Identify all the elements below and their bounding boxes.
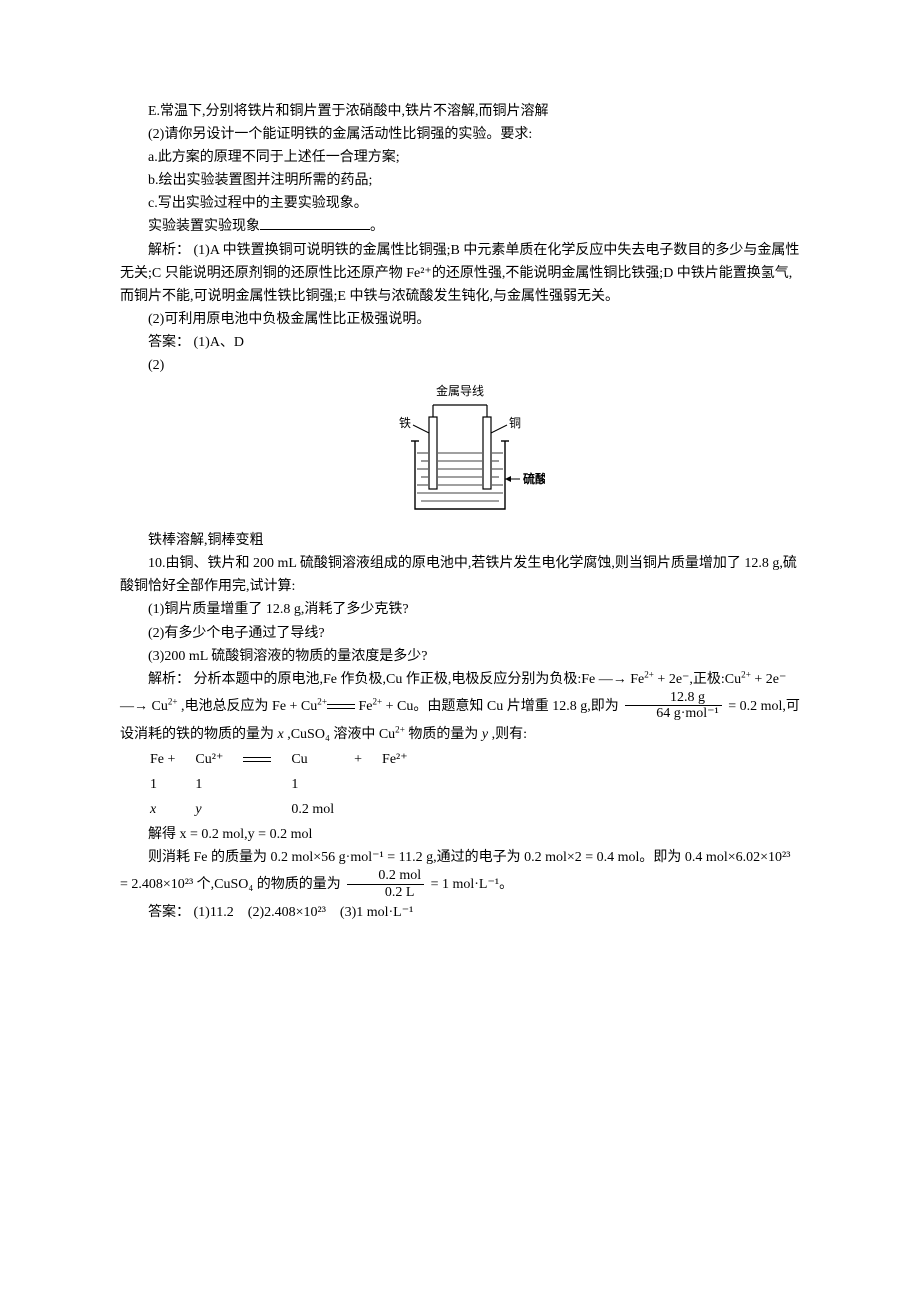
a2p5: Fe	[358, 699, 372, 714]
analysis-1-line2: (2)可利用原电池中负极金属性比正极强说明。	[120, 308, 800, 331]
requirement-b: b.绘出实验装置图并注明所需的药品;	[120, 169, 800, 192]
analysis-1-text: (1)A 中铁置换铜可说明铁的金属性比铜强;B 中元素单质在化学反应中失去电子数…	[120, 243, 799, 304]
galvanic-cell-diagram: 金属导线 铁 铜	[375, 383, 545, 523]
frac-den-2: 0.2 L	[347, 885, 424, 900]
mass-line: 则消耗 Fe 的质量为 0.2 mol×56 g·mol⁻¹ = 11.2 g,…	[120, 846, 800, 901]
cell: Fe +	[150, 748, 193, 771]
frac-num-2: 0.2 mol	[347, 868, 424, 884]
answer-1: 答案： (1)A、D	[120, 331, 800, 354]
equals-arrow-icon	[243, 757, 271, 762]
fraction-mass-molar: 12.8 g 64 g·mol⁻¹	[625, 690, 722, 722]
analysis-2-body: 分析本题中的原电池,Fe 作负极,Cu 作正极,电极反应分别为负极:Fe —→ …	[120, 672, 800, 742]
answer-1-text: (1)A、D	[194, 335, 245, 350]
analysis-2: 解析： 分析本题中的原电池,Fe 作负极,Cu 作正极,电极反应分别为负极:Fe…	[120, 668, 800, 746]
a2p6: + Cu。由题意知 Cu 片增重 12.8 g,即为	[386, 699, 623, 714]
var-y: y	[482, 727, 488, 742]
answer-2-label: 答案：	[148, 905, 190, 920]
cell: y	[195, 798, 241, 821]
table-row: Fe + Cu²⁺ Cu + Fe²⁺	[150, 748, 426, 771]
cell	[354, 773, 380, 796]
page-root: E.常温下,分别将铁片和铜片置于浓硝酸中,铁片不溶解,而铜片溶解 (2)请你另设…	[0, 0, 920, 1004]
a2p2: + 2e⁻,正极:Cu	[657, 672, 741, 687]
a2p1: 分析本题中的原电池,Fe 作负极,Cu 作正极,电极反应分别为负极:Fe —→ …	[194, 672, 645, 687]
cell	[382, 773, 426, 796]
solve-line: 解得 x = 0.2 mol,y = 0.2 mol	[120, 823, 800, 846]
label-copper: 铜	[509, 415, 521, 430]
question-2-stem: (2)请你另设计一个能证明铁的金属活动性比铜强的实验。要求:	[120, 123, 800, 146]
answer-1-line2: (2)	[120, 354, 800, 377]
masslinep2: = 1 mol·L⁻¹。	[431, 877, 513, 892]
q10-part3: (3)200 mL 硫酸铜溶液的物质的量浓度是多少?	[120, 645, 800, 668]
answer-2: 答案： (1)11.2 (2)2.408×10²³ (3)1 mol·L⁻¹	[120, 901, 800, 924]
label-iron: 铁	[399, 416, 411, 430]
option-e: E.常温下,分别将铁片和铜片置于浓硝酸中,铁片不溶解,而铜片溶解	[120, 100, 800, 123]
requirement-a: a.此方案的原理不同于上述任一合理方案;	[120, 146, 800, 169]
analysis-1: 解析： (1)A 中铁置换铜可说明铁的金属性比铜强;B 中元素单质在化学反应中失…	[120, 239, 800, 308]
fraction-conc: 0.2 mol 0.2 L	[347, 868, 424, 900]
table-row: x y 0.2 mol	[150, 798, 426, 821]
a2p10: ,则有:	[492, 727, 527, 742]
cell	[382, 798, 426, 821]
cell: 0.2 mol	[291, 798, 352, 821]
cell	[243, 773, 289, 796]
requirement-c: c.写出实验过程中的主要实验现象。	[120, 192, 800, 215]
cell: Cu	[291, 748, 352, 771]
q10-part1: (1)铜片质量增重了 12.8 g,消耗了多少克铁?	[120, 598, 800, 621]
cell: 1	[150, 773, 193, 796]
cell: Cu²⁺	[195, 748, 241, 771]
a2p4: ,电池总反应为 Fe + Cu	[181, 699, 317, 714]
q10-part2: (2)有多少个电子通过了导线?	[120, 622, 800, 645]
analysis-2-label: 解析：	[148, 672, 190, 687]
q10-intro: 10.由铜、铁片和 200 mL 硫酸铜溶液组成的原电池中,若铁片发生电化学腐蚀…	[120, 552, 800, 598]
fill-prefix: 实验装置实验现象	[148, 219, 260, 234]
blank-underline	[260, 215, 370, 230]
cell: x	[150, 798, 193, 821]
label-top-wire: 金属导线	[436, 383, 484, 398]
answer-1-label: 答案：	[148, 335, 190, 350]
cell	[243, 748, 289, 771]
label-cuso4: 硫酸铜	[523, 471, 545, 486]
cell: 1	[291, 773, 352, 796]
var-x: x	[278, 727, 284, 742]
equals-arrow-icon	[327, 704, 355, 709]
a2p8: ,CuSO₄ 溶液中 Cu	[287, 727, 395, 742]
cell: Fe²⁺	[382, 748, 426, 771]
stoich-table: Fe + Cu²⁺ Cu + Fe²⁺ 1 1 1 x y 0.2 mol	[148, 746, 428, 823]
frac-den: 64 g·mol⁻¹	[625, 706, 722, 721]
a2p9: 物质的量为	[408, 727, 482, 742]
fill-line: 实验装置实验现象 。	[120, 215, 800, 238]
fill-suffix: 。	[370, 219, 384, 234]
cell: 1	[195, 773, 241, 796]
analysis-1-label: 解析：	[148, 243, 190, 258]
table-row: 1 1 1	[150, 773, 426, 796]
diagram-caption: 铁棒溶解,铜棒变粗	[120, 529, 800, 552]
cell: +	[354, 748, 380, 771]
cell	[243, 798, 289, 821]
cell	[354, 798, 380, 821]
frac-num: 12.8 g	[625, 690, 722, 706]
answer-2-text: (1)11.2 (2)2.408×10²³ (3)1 mol·L⁻¹	[194, 905, 414, 920]
